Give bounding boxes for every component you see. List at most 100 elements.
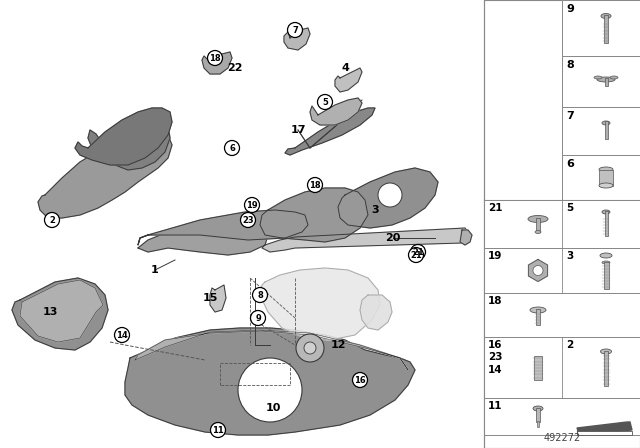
Circle shape xyxy=(211,422,225,438)
Text: 16: 16 xyxy=(354,375,366,384)
Polygon shape xyxy=(285,108,375,155)
Circle shape xyxy=(120,128,150,158)
Bar xyxy=(605,78,607,86)
Text: 13: 13 xyxy=(42,307,58,317)
Text: 18: 18 xyxy=(209,53,221,63)
Ellipse shape xyxy=(599,183,613,188)
Polygon shape xyxy=(210,285,226,312)
Bar xyxy=(484,337,640,398)
Circle shape xyxy=(410,245,426,259)
Text: 492272: 492272 xyxy=(543,433,580,443)
Circle shape xyxy=(307,177,323,193)
Bar xyxy=(536,408,540,422)
Bar xyxy=(599,169,613,185)
Bar xyxy=(562,107,640,155)
Text: 3: 3 xyxy=(371,205,379,215)
Text: 5: 5 xyxy=(322,98,328,107)
Text: 6: 6 xyxy=(229,143,235,152)
Text: 18: 18 xyxy=(309,181,321,190)
Text: 21: 21 xyxy=(412,247,424,257)
Text: 5: 5 xyxy=(566,203,573,213)
Text: 4: 4 xyxy=(341,63,349,73)
Polygon shape xyxy=(260,268,380,340)
Text: 8: 8 xyxy=(257,290,263,300)
Circle shape xyxy=(304,342,316,354)
Ellipse shape xyxy=(597,77,615,82)
Text: 15: 15 xyxy=(202,293,218,303)
Text: 10: 10 xyxy=(266,403,281,413)
Ellipse shape xyxy=(601,13,611,18)
Polygon shape xyxy=(529,259,548,281)
Circle shape xyxy=(408,247,424,263)
Circle shape xyxy=(207,51,223,65)
Bar xyxy=(604,350,608,385)
Circle shape xyxy=(533,266,543,276)
Circle shape xyxy=(250,310,266,326)
Polygon shape xyxy=(335,68,362,92)
Ellipse shape xyxy=(600,253,612,258)
Bar xyxy=(484,200,640,248)
Bar xyxy=(484,398,640,435)
Ellipse shape xyxy=(610,76,618,79)
Polygon shape xyxy=(125,328,415,435)
Polygon shape xyxy=(135,330,408,370)
Text: 7: 7 xyxy=(292,26,298,34)
Text: 3: 3 xyxy=(566,251,573,261)
Circle shape xyxy=(317,95,333,109)
Text: 14: 14 xyxy=(116,331,128,340)
Text: 19: 19 xyxy=(246,201,258,210)
Ellipse shape xyxy=(600,349,611,354)
Bar xyxy=(536,309,540,325)
Circle shape xyxy=(353,372,367,388)
Circle shape xyxy=(225,141,239,155)
Text: 8: 8 xyxy=(566,60,573,70)
Text: 21: 21 xyxy=(488,203,502,213)
Circle shape xyxy=(296,334,324,362)
Polygon shape xyxy=(38,135,172,218)
Polygon shape xyxy=(138,210,308,245)
Text: 11: 11 xyxy=(212,426,224,435)
Ellipse shape xyxy=(602,121,610,125)
Text: 9: 9 xyxy=(566,4,574,14)
Ellipse shape xyxy=(602,261,610,264)
Polygon shape xyxy=(12,278,108,350)
Text: 6: 6 xyxy=(566,159,574,169)
Polygon shape xyxy=(460,230,472,245)
Text: 12: 12 xyxy=(330,340,346,350)
Bar xyxy=(604,262,609,289)
Text: 23: 23 xyxy=(242,215,254,224)
Bar xyxy=(605,121,607,139)
Ellipse shape xyxy=(594,76,602,79)
Bar xyxy=(562,0,640,56)
Ellipse shape xyxy=(602,210,610,214)
Ellipse shape xyxy=(599,167,613,172)
Text: 9: 9 xyxy=(255,314,261,323)
Text: 21: 21 xyxy=(410,250,422,259)
Polygon shape xyxy=(577,422,632,435)
Text: 18: 18 xyxy=(488,296,502,306)
Bar xyxy=(577,431,632,435)
Text: 19: 19 xyxy=(488,251,502,261)
Bar xyxy=(484,248,640,293)
Circle shape xyxy=(238,358,302,422)
Ellipse shape xyxy=(533,406,543,411)
Ellipse shape xyxy=(530,307,546,313)
Circle shape xyxy=(378,183,402,207)
Polygon shape xyxy=(20,280,103,342)
Bar xyxy=(562,56,640,107)
Text: 7: 7 xyxy=(566,111,573,121)
Circle shape xyxy=(253,288,268,302)
Text: 22: 22 xyxy=(227,63,243,73)
Text: 17: 17 xyxy=(291,125,306,135)
Polygon shape xyxy=(310,98,362,125)
Bar xyxy=(534,356,542,379)
Ellipse shape xyxy=(528,215,548,223)
Polygon shape xyxy=(260,188,368,242)
Circle shape xyxy=(115,327,129,343)
Bar xyxy=(537,421,539,426)
Polygon shape xyxy=(75,108,172,165)
Text: 1: 1 xyxy=(151,265,159,275)
Bar xyxy=(484,293,640,337)
Polygon shape xyxy=(138,222,268,255)
Polygon shape xyxy=(284,28,310,50)
